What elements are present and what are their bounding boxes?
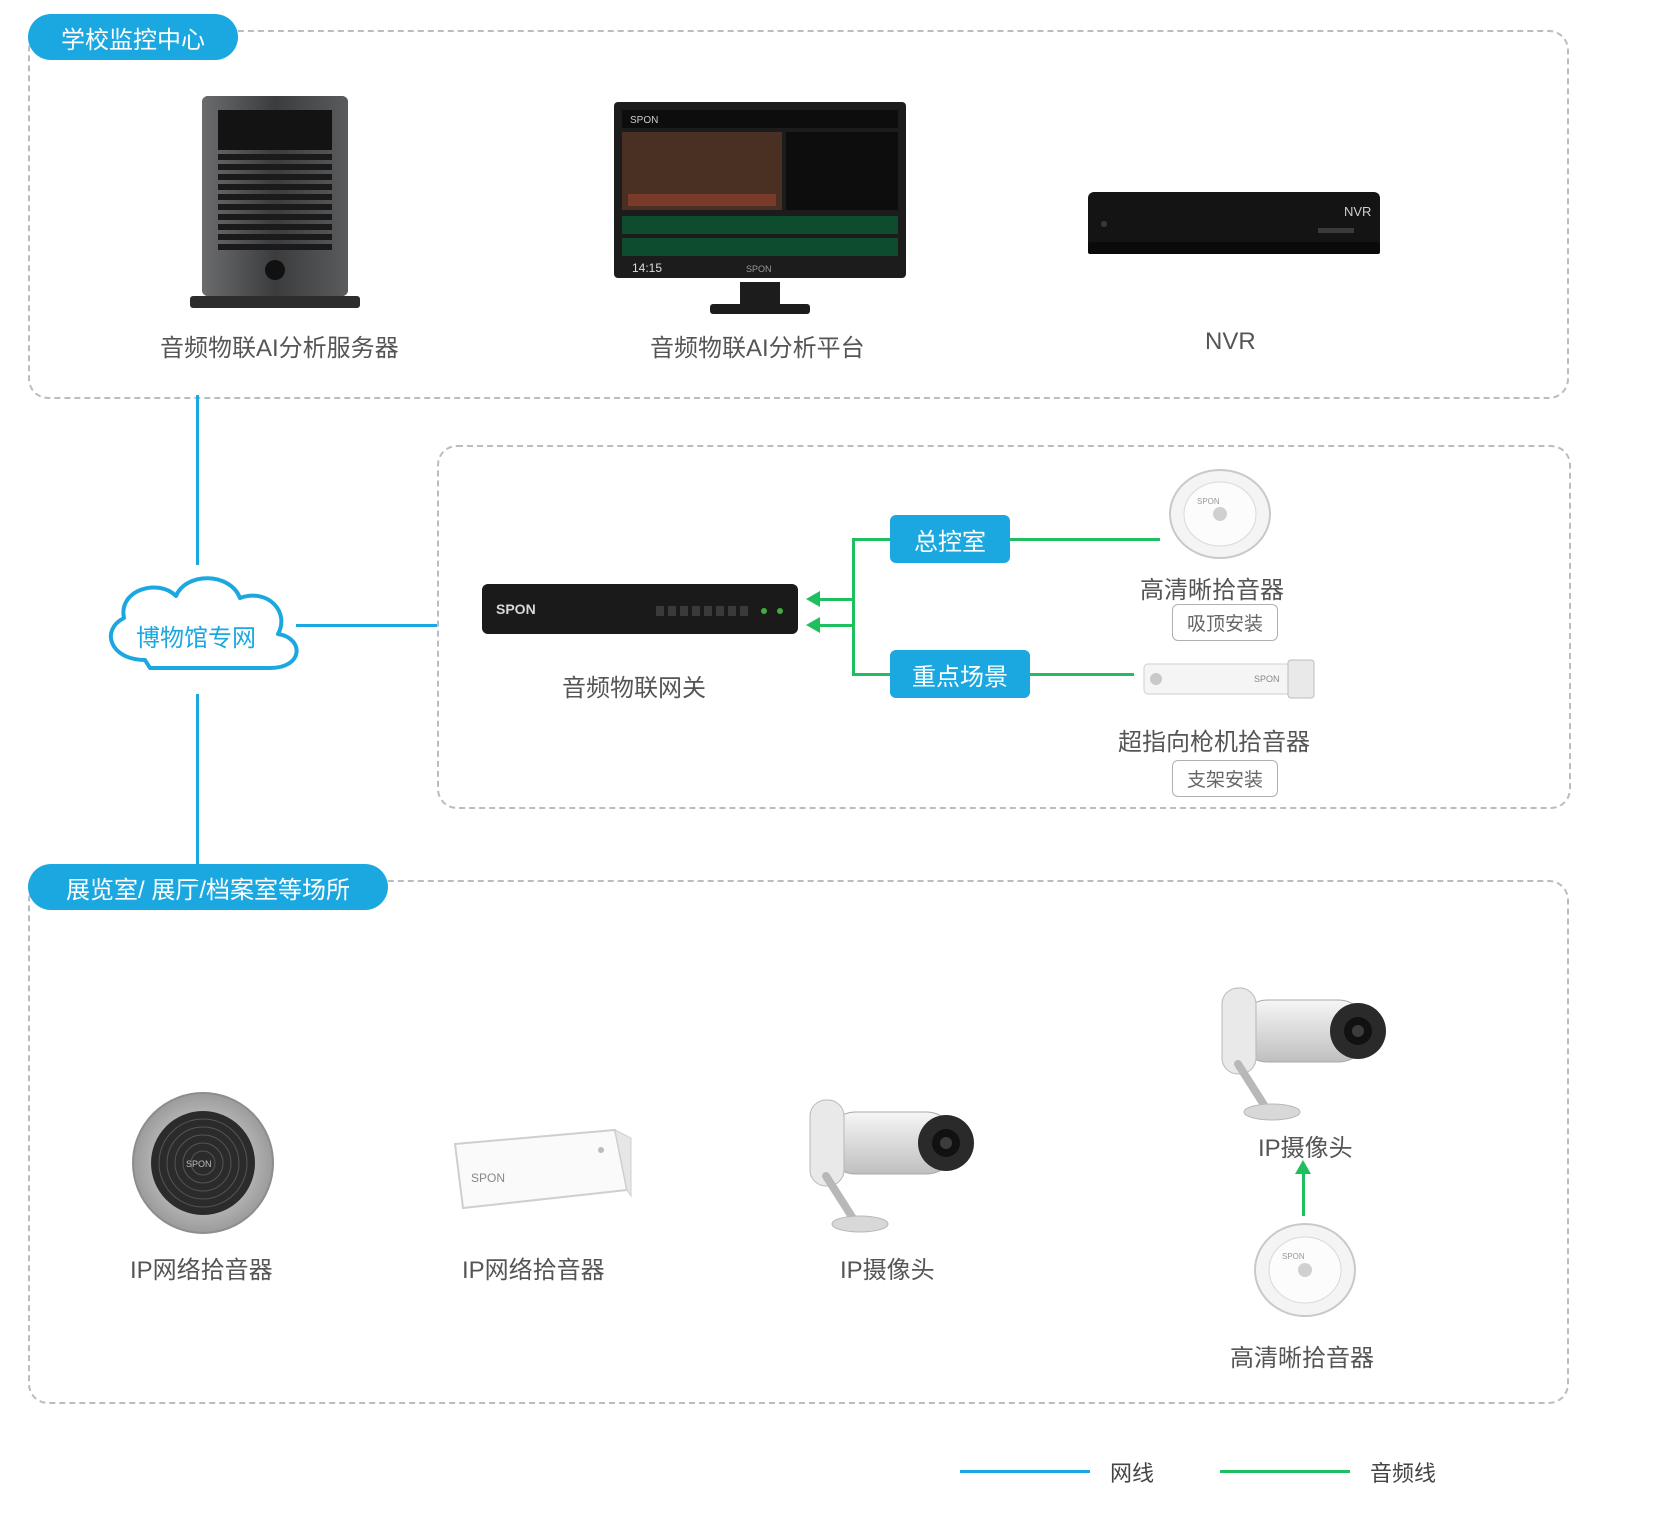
audio-line — [818, 598, 854, 601]
audio-line — [1030, 673, 1134, 676]
cloud-label: 博物馆专网 — [136, 618, 256, 653]
hd-mic-icon: SPON — [1250, 1215, 1360, 1325]
legend-audio-text: 音频线 — [1370, 1456, 1436, 1488]
nvr-icon: NVR — [1086, 184, 1382, 262]
net-line — [196, 694, 199, 880]
audio-line — [818, 624, 854, 627]
ip-camera-1-label: IP摄像头 — [840, 1250, 935, 1285]
svg-text:NVR: NVR — [1344, 204, 1371, 219]
svg-text:SPON: SPON — [1197, 497, 1220, 506]
arrow-icon — [806, 617, 820, 633]
legend-network-line — [960, 1470, 1090, 1473]
ip-mic-round-icon: SPON — [128, 1088, 278, 1238]
legend-audio-line — [1220, 1470, 1350, 1473]
section-top-label: 学校监控中心 — [28, 14, 238, 60]
audio-line — [1010, 538, 1160, 541]
arrow-icon — [806, 591, 820, 607]
server-label: 音频物联AI分析服务器 — [160, 328, 399, 363]
audio-line — [1302, 1172, 1305, 1216]
svg-text:SPON: SPON — [630, 115, 658, 126]
arrow-icon — [1295, 1160, 1311, 1174]
monitor-label: 音频物联AI分析平台 — [650, 328, 865, 363]
hd-mic-label: 高清晰拾音器 — [1230, 1338, 1374, 1373]
gateway-brand: SPON — [496, 601, 536, 617]
net-line — [196, 395, 199, 565]
pill-control-room: 总控室 — [890, 515, 1010, 563]
ip-camera-2-icon — [1202, 966, 1412, 1126]
ceiling-mic-icon: SPON — [1165, 466, 1275, 562]
gun-mic-icon: SPON — [1138, 646, 1318, 710]
net-line — [296, 624, 437, 627]
audio-line — [852, 673, 890, 676]
svg-text:SPON: SPON — [471, 1171, 505, 1185]
legend-network-text: 网线 — [1110, 1456, 1154, 1488]
monitor-icon: SPON 14:15 SPON — [610, 98, 910, 318]
ip-mic-round-label: IP网络拾音器 — [130, 1250, 273, 1285]
svg-text:SPON: SPON — [1282, 1252, 1305, 1261]
pill-key-scene: 重点场景 — [890, 650, 1030, 698]
svg-text:SPON: SPON — [186, 1159, 212, 1169]
ip-camera-1-icon — [790, 1078, 1000, 1238]
server-icon — [180, 92, 370, 308]
audio-line — [852, 538, 855, 676]
gun-mic-label: 超指向枪机拾音器 — [1118, 722, 1310, 757]
ip-mic-box-label: IP网络拾音器 — [462, 1250, 605, 1285]
svg-text:14:15: 14:15 — [632, 261, 662, 275]
svg-text:SPON: SPON — [746, 264, 772, 274]
diagram-canvas: 学校监控中心 音频物联AI分析服务器 SPON — [0, 0, 1667, 1527]
gateway-label: 音频物联网关 — [562, 668, 706, 703]
audio-line — [852, 538, 890, 541]
svg-text:SPON: SPON — [1254, 674, 1280, 684]
ip-mic-box-icon: SPON — [445, 1124, 635, 1222]
ceiling-mic-badge: 吸顶安装 — [1172, 604, 1278, 641]
ceiling-mic-label: 高清晰拾音器 — [1140, 570, 1284, 605]
ip-camera-2-label: IP摄像头 — [1258, 1128, 1353, 1163]
nvr-label: NVR — [1205, 328, 1256, 356]
gun-mic-badge: 支架安装 — [1172, 760, 1278, 797]
gateway-icon: SPON — [480, 578, 800, 646]
section-bottom-label: 展览室/ 展厅/档案室等场所 — [28, 864, 388, 910]
